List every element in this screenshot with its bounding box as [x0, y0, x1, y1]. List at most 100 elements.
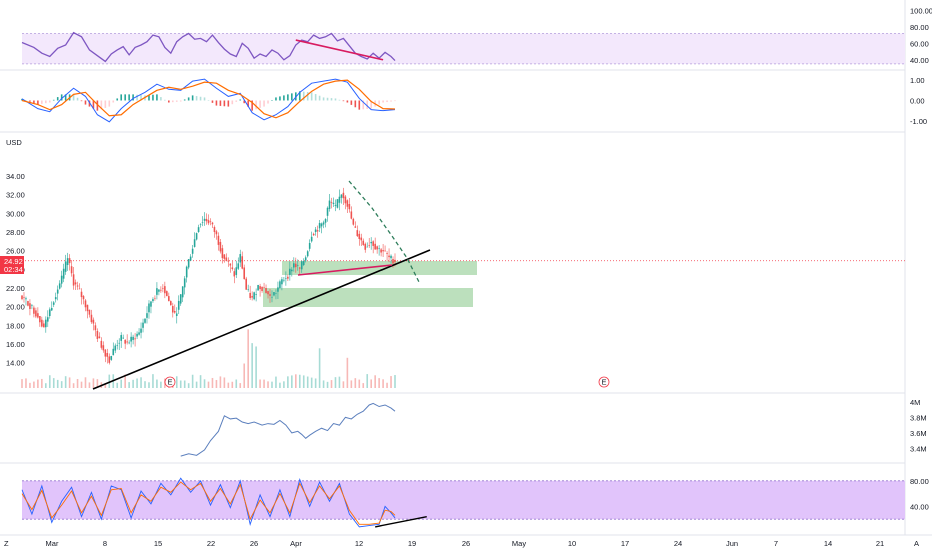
macd-histogram-bar	[338, 99, 341, 101]
candle-body	[350, 211, 353, 219]
macd-histogram-bar	[394, 100, 396, 102]
candle-body	[265, 288, 267, 293]
macd-histogram-bar	[207, 100, 210, 101]
volume-bar	[358, 379, 361, 388]
cumulative-volume-panel[interactable]: 4M 3.8M 3.6M 3.4M	[180, 398, 927, 457]
volume-bar	[207, 381, 210, 388]
candle-body	[29, 303, 31, 309]
candle-body	[60, 275, 63, 284]
rsi-panel[interactable]: 100.00 80.00 60.00 40.00	[21, 6, 932, 65]
candle-body	[197, 227, 200, 232]
macd-histogram-bar	[112, 100, 115, 103]
candle-body	[106, 353, 109, 357]
macd-panel[interactable]: 1.00 0.00 -1.00	[21, 76, 927, 126]
candle-body	[205, 218, 208, 222]
macd-histogram-bar	[203, 97, 206, 101]
candle-body	[374, 243, 376, 250]
volume-bar	[271, 381, 273, 388]
candle-body	[179, 294, 182, 304]
macd-histogram-bar	[56, 97, 59, 101]
macd-histogram-bar	[267, 100, 269, 104]
macd-histogram-bar	[310, 92, 313, 101]
volume-bar	[183, 380, 186, 388]
macd-histogram-bar	[108, 100, 111, 107]
macd-histogram-bar	[45, 100, 47, 104]
candle-body	[102, 345, 105, 351]
volume-bar	[310, 377, 313, 388]
macd-histogram-bar	[25, 100, 27, 101]
time-tick-label: Jun	[726, 539, 738, 548]
macd-histogram-bar	[100, 100, 103, 110]
candle-body	[48, 309, 51, 316]
macd-histogram-bar	[362, 100, 365, 110]
macd-histogram-bar	[80, 100, 83, 102]
volume-bar	[29, 382, 31, 388]
candle-body	[328, 200, 331, 209]
volume-bar	[108, 374, 111, 388]
macd-histogram-bar	[116, 98, 119, 101]
price-panel[interactable]: EE34.0032.0030.0028.0026.0024.0022.0020.…	[6, 172, 905, 390]
stochastic-d-line	[21, 481, 396, 525]
macd-histogram-bar	[136, 94, 138, 101]
price-divergence-line	[297, 264, 393, 276]
candle-body	[308, 243, 311, 249]
candle-body	[376, 246, 378, 250]
volume-bar	[314, 378, 317, 388]
time-tick-label: 8	[103, 539, 107, 548]
candle-body	[45, 319, 47, 328]
volume-bar	[148, 382, 150, 388]
candle-body	[54, 297, 57, 300]
volume-bar	[96, 379, 99, 388]
stochastic-panel[interactable]: 80.00 40.00	[21, 477, 929, 528]
event-marker	[598, 376, 610, 388]
macd-histogram-bar	[60, 94, 63, 101]
volume-bar	[298, 374, 301, 388]
macd-histogram-bar	[48, 100, 51, 103]
candle-body	[320, 223, 323, 227]
candle-body	[245, 278, 247, 290]
rsi-tick-label: 80.00	[910, 23, 929, 32]
candle-body	[211, 222, 214, 225]
macd-histogram-bar	[342, 100, 345, 102]
candle-body	[227, 260, 230, 262]
time-tick-label: 10	[568, 539, 576, 548]
candle-body	[140, 328, 142, 333]
volume-bar	[128, 382, 130, 388]
macd-histogram-bar	[259, 100, 261, 108]
candle-body	[52, 302, 55, 305]
last-price-badge-bg	[0, 256, 24, 274]
macd-histogram-bar	[160, 97, 162, 101]
macd-histogram-bar	[326, 97, 329, 101]
candle-body	[43, 323, 45, 328]
volume-bar	[203, 379, 206, 388]
macd-line	[21, 78, 396, 123]
candle-body	[160, 289, 162, 291]
candle-body	[134, 338, 136, 340]
volume-bar	[318, 348, 321, 388]
candle-body	[259, 286, 261, 290]
rsi-line	[21, 31, 396, 63]
macd-histogram-bar	[29, 100, 31, 102]
volume-bar	[302, 375, 305, 388]
candle-body	[96, 330, 99, 339]
candle-body	[229, 263, 232, 266]
volume-bar	[104, 383, 107, 388]
macd-histogram-bar	[128, 94, 130, 101]
rsi-tick-label: 100.00	[910, 6, 932, 15]
volume-bar	[394, 375, 396, 388]
candle-body	[380, 249, 382, 253]
volume-tick-label: 3.4M	[910, 444, 927, 453]
candle-body	[195, 233, 198, 240]
macd-histogram-bar	[84, 100, 87, 105]
candle-body	[364, 243, 367, 250]
macd-histogram-bar	[191, 95, 194, 101]
volume-bar	[187, 383, 190, 388]
candle-body	[138, 332, 140, 335]
stochastic-trend-line	[375, 515, 427, 528]
macd-histogram-bar	[251, 100, 253, 111]
candle-body	[120, 335, 123, 341]
volume-bar	[366, 374, 369, 388]
volume-bar	[84, 377, 87, 388]
macd-histogram-bar	[350, 100, 353, 105]
